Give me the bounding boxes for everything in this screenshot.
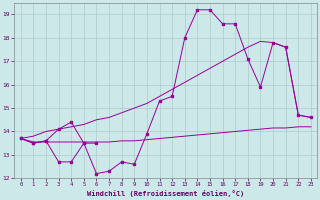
X-axis label: Windchill (Refroidissement éolien,°C): Windchill (Refroidissement éolien,°C)	[87, 190, 244, 197]
